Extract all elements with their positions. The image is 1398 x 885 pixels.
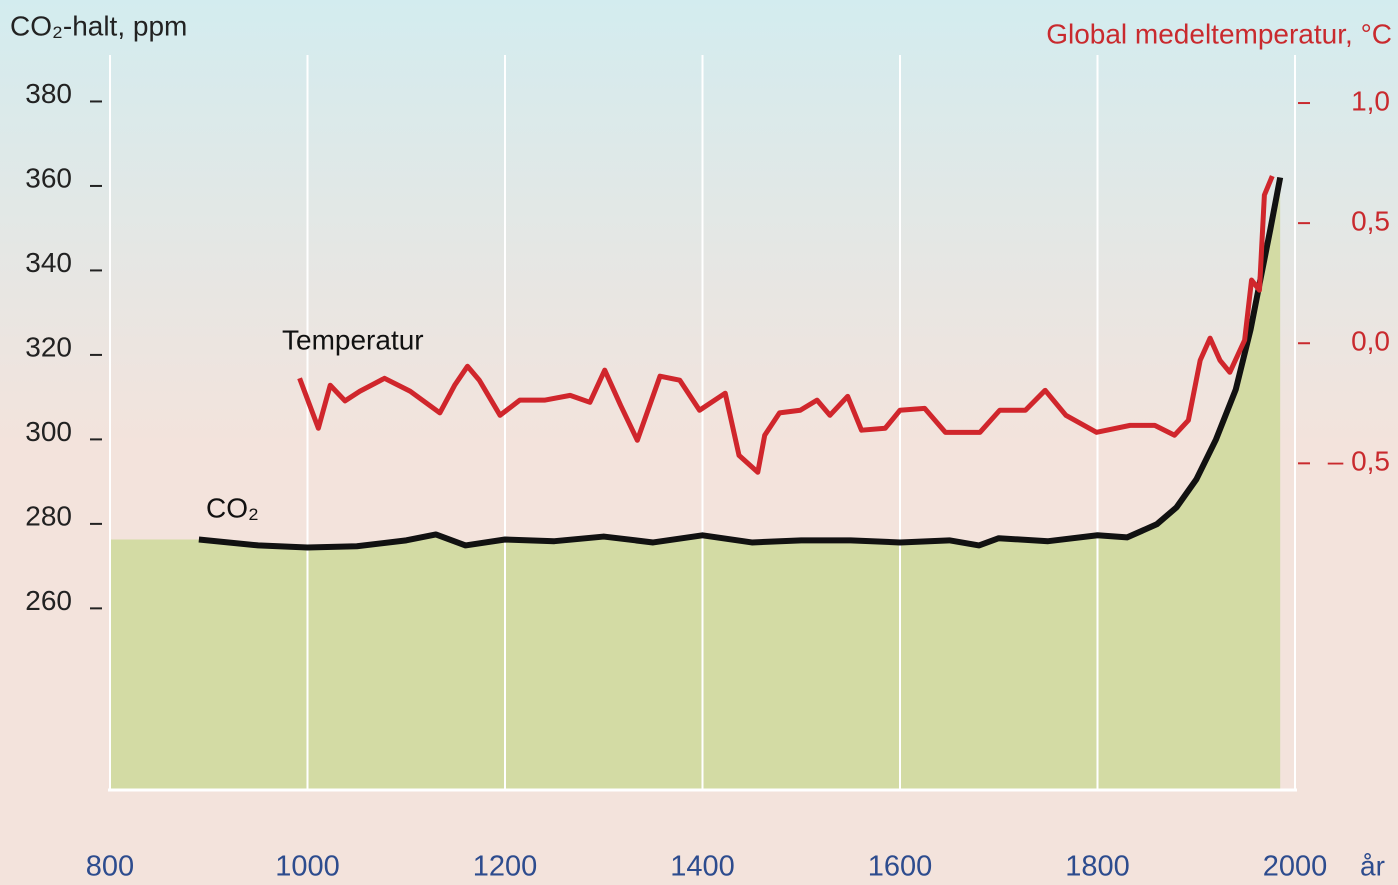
y-axis-label: CO₂-halt, ppm [10,10,187,41]
x-tick-label: 1000 [275,851,340,883]
x-tick-label: 1200 [473,851,538,883]
y-tick-label: 320 [25,331,72,362]
y2-tick-label: 0,5 [1351,206,1390,237]
chart: CO₂-halt, ppm Global medeltemperatur, °C… [0,0,1398,885]
x-tick-label: 1800 [1065,851,1130,883]
y-tick-label: 360 [25,162,72,193]
x-tick-label: 800 [86,851,134,883]
y2-tick-label: – 0,5 [1328,446,1390,477]
y-tick-label: 300 [25,416,72,447]
y2-tick-label: 0,0 [1351,326,1390,357]
x-axis-label: år [1360,850,1385,881]
y-tick-label: 260 [25,585,72,616]
y-tick-label: 280 [25,500,72,531]
y-tick-label: 380 [25,78,72,109]
y-tick-label: 340 [25,247,72,278]
x-tick-label: 2000 [1263,851,1328,883]
series-label: CO₂ [206,492,259,523]
y2-axis-label: Global medeltemperatur, °C [1046,18,1392,49]
y2-tick-label: 1,0 [1351,85,1390,116]
series-label: Temperatur [282,324,424,355]
x-tick-label: 1400 [670,851,735,883]
x-tick-label: 1600 [868,851,933,883]
